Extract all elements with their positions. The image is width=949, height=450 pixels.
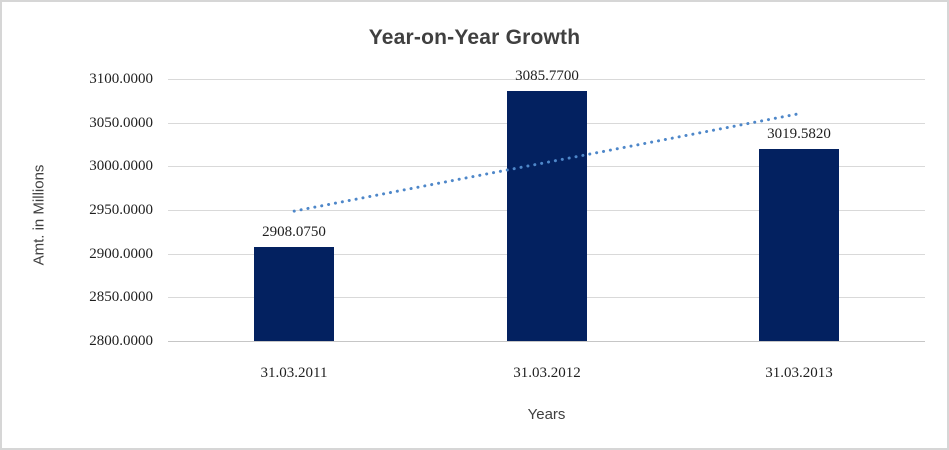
chart-title: Year-on-Year Growth <box>368 26 581 49</box>
x-tick-label: 31.03.2013 <box>765 365 833 381</box>
y-tick-label: 3000.0000 <box>89 158 153 174</box>
x-tick-label: 31.03.2012 <box>513 365 581 381</box>
bar-31.03.2012 <box>507 91 587 341</box>
y-tick-label: 2950.0000 <box>89 202 153 218</box>
y-tick-label: 2900.0000 <box>89 246 153 262</box>
x-axis-line <box>168 341 925 342</box>
gridline <box>168 79 925 80</box>
bar-31.03.2013 <box>759 149 839 341</box>
data-label: 3019.5820 <box>767 126 831 142</box>
y-tick-label: 2850.0000 <box>89 289 153 305</box>
x-axis-title: Years <box>527 406 566 423</box>
data-label: 2908.0750 <box>262 224 326 240</box>
bar-31.03.2011 <box>254 247 334 341</box>
x-tick-label: 31.03.2011 <box>260 365 328 381</box>
y-tick-label: 3100.0000 <box>89 71 153 87</box>
y-tick-label: 2800.0000 <box>89 333 153 349</box>
y-tick-label: 3050.0000 <box>89 115 153 131</box>
data-label: 3085.7700 <box>515 68 579 84</box>
